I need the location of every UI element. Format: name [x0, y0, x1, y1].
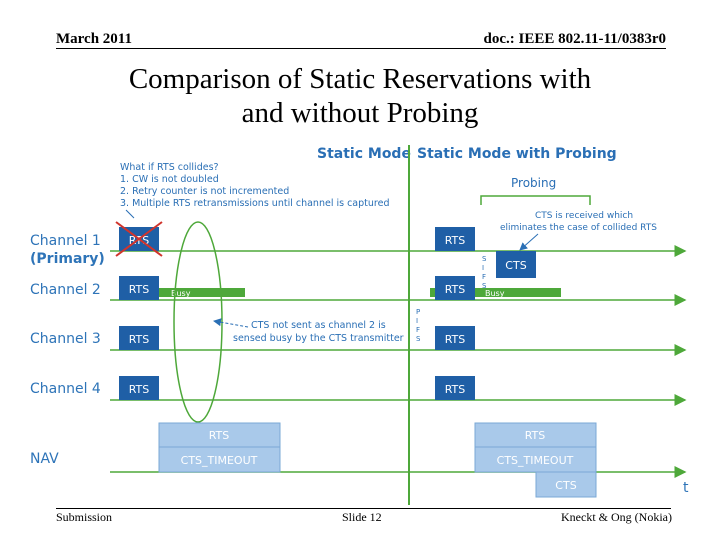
- rts-probing-ch3-label: RTS: [445, 333, 466, 346]
- rts-probing-ch2-label: RTS: [445, 283, 466, 296]
- label-channel-3: Channel 3: [30, 331, 101, 347]
- cts-probing-ch1-label: CTS: [505, 259, 526, 272]
- pifs-letter-3: S: [416, 335, 421, 343]
- label-channel-2: Channel 2: [30, 282, 101, 298]
- sifs-letter-0: S: [482, 255, 487, 263]
- footer-rule: [56, 508, 671, 509]
- rts-static-ch2-label: RTS: [129, 283, 150, 296]
- nav-cts-probing: [535, 471, 597, 498]
- sifs-letter-3: S: [482, 282, 487, 290]
- heading-static-mode: Static Mode: [317, 146, 411, 162]
- collide-note-line-2: 2. Retry counter is not incremented: [120, 186, 289, 197]
- rts-probing-ch1-label: RTS: [445, 234, 466, 247]
- label-nav: NAV: [30, 451, 59, 467]
- collide-note-line-3: 3. Multiple RTS retransmissions until ch…: [120, 198, 389, 209]
- footer-submission: Submission: [56, 510, 113, 524]
- collision-cross-b: [115, 221, 163, 257]
- footer-author: Kneckt & Ong (Nokia): [561, 510, 672, 524]
- cts-received-pointer: [519, 233, 539, 251]
- rts-probing-ch4: [435, 376, 475, 400]
- pifs-letter-1: I: [416, 317, 418, 325]
- probing-bracket: [480, 195, 591, 205]
- time-axis-label: t: [683, 480, 689, 496]
- cts-not-sent-note-1: sensed busy by the CTS transmitter: [233, 333, 404, 344]
- nav-rts-static: [158, 422, 281, 448]
- label-channel-1-primary: (Primary): [30, 251, 105, 267]
- sifs-letter-2: F: [482, 273, 486, 281]
- collide-note-line-1: 1. CW is not doubled: [120, 174, 219, 185]
- header-date: March 2011: [56, 31, 132, 47]
- header-rule: [56, 48, 666, 49]
- nav-cts-probing-label: CTS: [555, 479, 576, 492]
- nav-cts-timeout-static: [158, 446, 281, 473]
- rts-probing-ch2: [435, 276, 475, 300]
- nav-cts-timeout-static-label: CTS_TIMEOUT: [181, 454, 258, 467]
- label-channel-1: Channel 1: [30, 233, 101, 249]
- cts-not-sent-note-0: CTS not sent as channel 2 is: [251, 320, 386, 331]
- busy-bar-probing: [430, 288, 561, 297]
- header-doc-id: doc.: IEEE 802.11-11/0383r0: [483, 31, 666, 47]
- rts-static-ch2: [119, 276, 159, 300]
- cts-received-note-0: CTS is received which: [535, 211, 633, 221]
- collide-note-line-0: What if RTS collides?: [120, 162, 219, 173]
- cts-probing-ch1: [496, 251, 536, 278]
- sifs-letter-1: I: [482, 264, 484, 272]
- probing-label: Probing: [511, 176, 556, 190]
- pifs-letter-2: F: [416, 326, 420, 334]
- rts-static-ch4-label: RTS: [129, 383, 150, 396]
- heading-static-mode-probing: Static Mode with Probing: [417, 146, 617, 162]
- busy-label-static: Busy: [171, 289, 191, 298]
- rts-static-ch3: [119, 326, 159, 350]
- busy-bar-static: [119, 288, 245, 297]
- cts-window-ellipse: [173, 221, 223, 423]
- slide-title-line-2: and without Probing: [241, 97, 479, 129]
- rts-static-ch4: [119, 376, 159, 400]
- busy-label-probing: Busy: [485, 289, 505, 298]
- cts-not-sent-pointer: [213, 318, 249, 328]
- label-channel-4: Channel 4: [30, 381, 101, 397]
- slide-title-line-1: Comparison of Static Reservations with: [128, 63, 592, 95]
- nav-rts-static-label: RTS: [209, 429, 230, 442]
- nav-cts-timeout-probing-label: CTS_TIMEOUT: [497, 454, 574, 467]
- rts-probing-ch4-label: RTS: [445, 383, 466, 396]
- rts-probing-ch1: [435, 227, 475, 251]
- nav-rts-probing-label: RTS: [525, 429, 546, 442]
- pifs-letter-0: P: [416, 308, 420, 316]
- cts-received-note-1: eliminates the case of collided RTS: [500, 223, 657, 233]
- slide-title: Comparison of Static Reservations with a…: [60, 62, 660, 130]
- rts-probing-ch3: [435, 326, 475, 350]
- footer-slide-number: Slide 12: [342, 510, 382, 524]
- rts-static-ch3-label: RTS: [129, 333, 150, 346]
- collide-note-pointer: [125, 209, 135, 219]
